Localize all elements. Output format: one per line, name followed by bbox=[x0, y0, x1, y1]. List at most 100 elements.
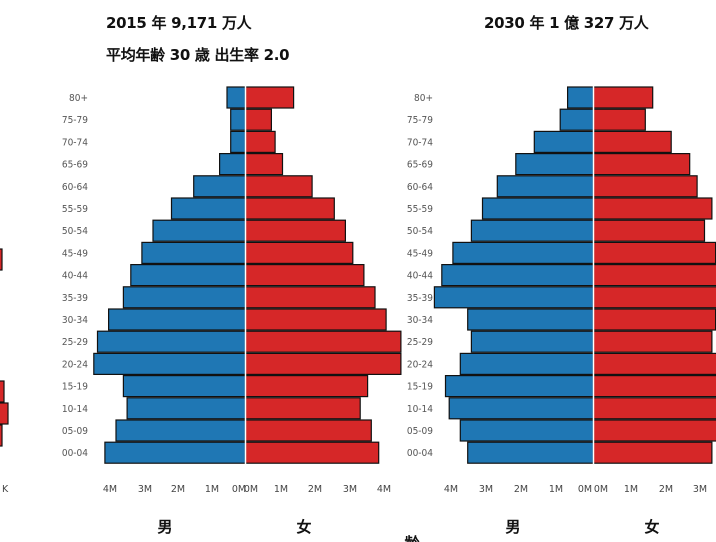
age-label: 05-09 bbox=[407, 426, 433, 437]
bar-female bbox=[592, 308, 716, 331]
bar-male bbox=[533, 130, 595, 153]
x-tick-label: 1M bbox=[205, 484, 219, 495]
bar-female bbox=[244, 375, 369, 398]
bar-male bbox=[444, 375, 595, 398]
age-label: 50-54 bbox=[62, 226, 88, 237]
fragment-bottom-label: 齢 bbox=[404, 534, 420, 542]
bar-female bbox=[244, 219, 347, 242]
age-label: 70-74 bbox=[62, 137, 88, 148]
bar-female bbox=[244, 130, 276, 153]
age-label: 45-49 bbox=[407, 248, 433, 259]
bar-female bbox=[592, 241, 716, 264]
age-label: 30-34 bbox=[407, 315, 433, 326]
header-2015-total: 2015 年 9,171 万人 bbox=[106, 14, 252, 32]
age-label: 00-04 bbox=[407, 448, 433, 459]
bar-male bbox=[219, 153, 247, 176]
bar-female bbox=[244, 419, 372, 442]
age-label: 55-59 bbox=[62, 204, 88, 215]
bar-female bbox=[592, 330, 713, 353]
bar-male bbox=[152, 219, 247, 242]
bar-male bbox=[441, 264, 595, 287]
x-tick-label: 0M bbox=[594, 484, 608, 495]
bar-male bbox=[170, 197, 247, 220]
bar-female bbox=[592, 219, 706, 242]
age-label: 45-49 bbox=[62, 248, 88, 259]
bar-female bbox=[244, 397, 361, 420]
bar-male bbox=[230, 130, 247, 153]
x-tick-label: 0M bbox=[244, 484, 258, 495]
age-label: 80+ bbox=[414, 93, 433, 104]
bar-male bbox=[515, 153, 595, 176]
bar-female bbox=[244, 264, 365, 287]
age-label: 10-14 bbox=[62, 404, 88, 415]
fragment-tick-label: K bbox=[2, 484, 9, 495]
bar-female bbox=[592, 130, 672, 153]
age-label: 55-59 bbox=[407, 204, 433, 215]
bar-male bbox=[467, 308, 595, 331]
fragment-bar bbox=[0, 424, 3, 447]
bar-female bbox=[592, 153, 691, 176]
bar-male bbox=[104, 441, 247, 464]
x-tick-label: 2M bbox=[171, 484, 185, 495]
age-label: 10-14 bbox=[407, 404, 433, 415]
bar-male bbox=[470, 219, 595, 242]
bar-female bbox=[592, 197, 713, 220]
age-label: 00-04 bbox=[62, 448, 88, 459]
age-label: 05-09 bbox=[62, 426, 88, 437]
age-label: 40-44 bbox=[62, 271, 88, 282]
bar-female bbox=[592, 352, 716, 375]
male-axis-label: 男 bbox=[505, 518, 520, 536]
header-2030-total: 2030 年 1 億 327 万人 bbox=[484, 14, 649, 32]
bar-female bbox=[244, 197, 335, 220]
age-label: 65-69 bbox=[62, 160, 88, 171]
x-tick-label: 3M bbox=[479, 484, 493, 495]
age-label: 70-74 bbox=[407, 137, 433, 148]
x-tick-label: 3M bbox=[693, 484, 707, 495]
bar-male bbox=[481, 197, 595, 220]
x-tick-label: 2M bbox=[308, 484, 322, 495]
male-axis-label: 男 bbox=[157, 518, 172, 536]
bar-female bbox=[592, 397, 716, 420]
bar-male bbox=[193, 175, 247, 198]
bar-female bbox=[244, 175, 313, 198]
fragment-bar bbox=[0, 248, 3, 271]
bar-male bbox=[459, 352, 595, 375]
bar-male bbox=[93, 352, 247, 375]
x-tick-label: 3M bbox=[138, 484, 152, 495]
age-label: 15-19 bbox=[407, 382, 433, 393]
bar-male bbox=[130, 264, 247, 287]
bar-female bbox=[244, 86, 295, 109]
bar-male bbox=[230, 108, 247, 131]
age-label: 40-44 bbox=[407, 271, 433, 282]
bar-female bbox=[592, 264, 716, 287]
age-label: 75-79 bbox=[407, 115, 433, 126]
age-label: 20-24 bbox=[62, 359, 88, 370]
x-tick-label: 2M bbox=[514, 484, 528, 495]
age-label: 30-34 bbox=[62, 315, 88, 326]
bar-female bbox=[592, 286, 716, 309]
fragment-bar bbox=[0, 380, 5, 403]
bar-male bbox=[448, 397, 595, 420]
header-2015-stats: 平均年齢 30 歳 出生率 2.0 bbox=[106, 46, 290, 64]
bar-female bbox=[592, 375, 716, 398]
female-axis-label: 女 bbox=[644, 518, 659, 536]
age-label: 15-19 bbox=[62, 382, 88, 393]
bar-female bbox=[592, 441, 713, 464]
bar-male bbox=[452, 241, 595, 264]
bar-male bbox=[122, 375, 247, 398]
x-tick-label: 1M bbox=[624, 484, 638, 495]
bar-female bbox=[592, 419, 716, 442]
bar-female bbox=[244, 108, 272, 131]
x-tick-label: 0M bbox=[232, 484, 246, 495]
x-tick-label: 1M bbox=[549, 484, 563, 495]
x-tick-label: 4M bbox=[444, 484, 458, 495]
age-label: 25-29 bbox=[62, 337, 88, 348]
bar-female bbox=[244, 330, 402, 353]
age-label: 75-79 bbox=[62, 115, 88, 126]
bar-male bbox=[566, 86, 595, 109]
bar-male bbox=[470, 330, 595, 353]
bar-female bbox=[244, 308, 387, 331]
age-label: 25-29 bbox=[407, 337, 433, 348]
bar-male bbox=[433, 286, 595, 309]
